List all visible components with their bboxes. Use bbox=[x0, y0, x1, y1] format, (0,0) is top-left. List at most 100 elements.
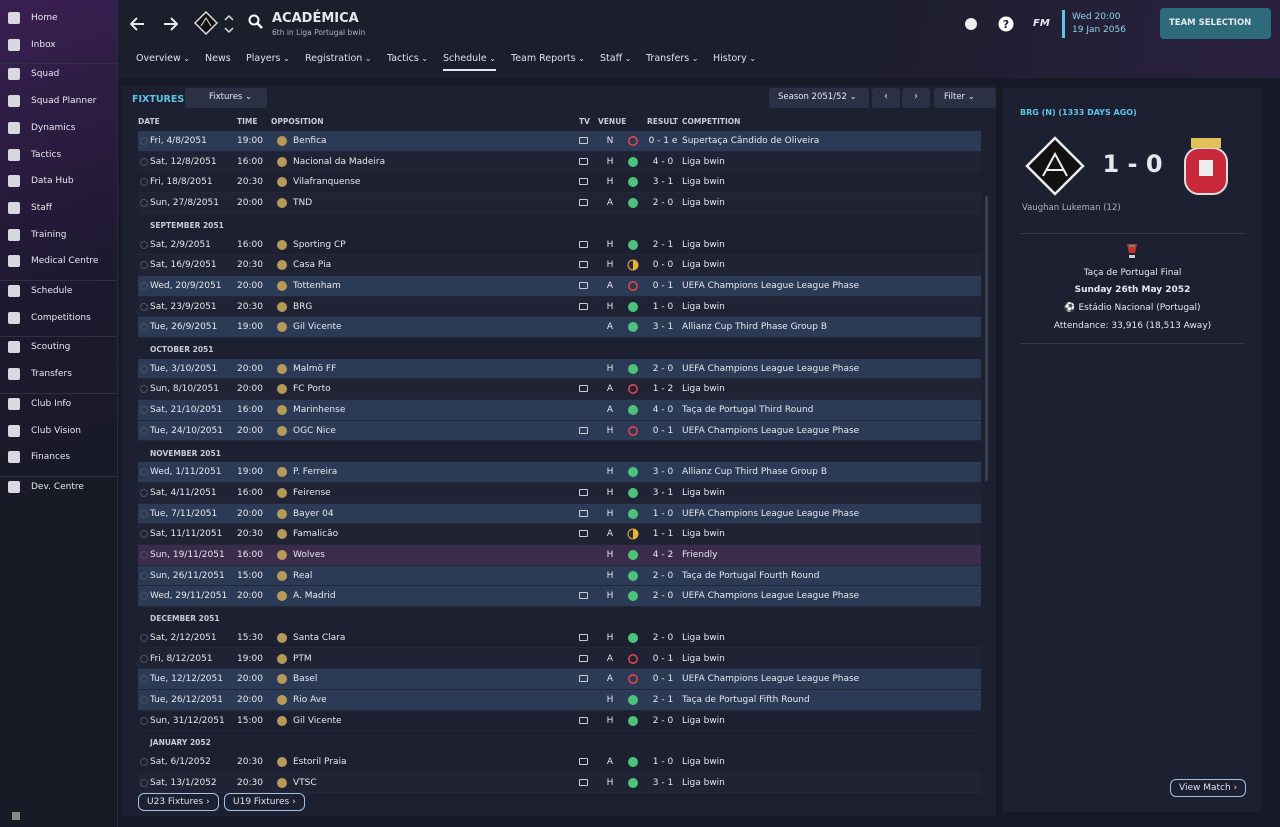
fixture-competition[interactable]: Liga bwin bbox=[682, 198, 725, 209]
fixture-opposition[interactable]: TND bbox=[293, 198, 313, 209]
fixture-result[interactable]: 2 - 1 bbox=[652, 239, 674, 250]
history-arrows[interactable] bbox=[130, 15, 178, 33]
fixture-result[interactable]: 0 - 0 bbox=[652, 260, 674, 271]
sidebar-item[interactable]: Club Info bbox=[8, 394, 71, 414]
fixture-competition[interactable]: Liga bwin bbox=[682, 757, 725, 767]
fixture-result[interactable]: 4 - 0 bbox=[652, 156, 674, 167]
search-icon[interactable] bbox=[248, 14, 264, 30]
fixture-opposition[interactable]: FC Porto bbox=[293, 384, 331, 395]
sidebar-item[interactable]: Club Vision bbox=[8, 421, 81, 441]
fixture-opposition[interactable]: Gil Vicente bbox=[293, 715, 342, 726]
sidebar-item[interactable]: Tactics bbox=[8, 145, 61, 165]
column-header[interactable]: TV bbox=[579, 117, 590, 126]
sidebar-item[interactable]: Inbox bbox=[8, 35, 56, 55]
fixture-opposition[interactable]: Casa Pia bbox=[293, 260, 332, 271]
fixture-opposition[interactable]: A. Madrid bbox=[293, 591, 336, 602]
fixture-result[interactable]: 0 - 1 e bbox=[648, 136, 678, 146]
fixture-opposition[interactable]: Malmö FF bbox=[293, 363, 337, 374]
filter-dropdown[interactable]: Filter ⌄ bbox=[934, 88, 996, 108]
sidebar-item[interactable]: Competitions bbox=[8, 308, 91, 328]
fixture-row[interactable]: Sat, 13/1/2052 20:30 VTSC H 3 - 1 Liga bwin bbox=[138, 772, 981, 794]
column-header[interactable]: RESULT bbox=[647, 117, 679, 126]
fixture-result[interactable]: 1 - 0 bbox=[652, 508, 674, 519]
fixture-opposition[interactable]: Real bbox=[293, 570, 313, 581]
fm-logo[interactable]: FM bbox=[1033, 18, 1050, 29]
prev-button[interactable]: ‹ bbox=[872, 88, 900, 108]
fixture-competition[interactable]: UEFA Champions League League Phase bbox=[682, 508, 860, 519]
sidebar-item[interactable]: Squad Planner bbox=[8, 91, 96, 111]
fixture-result[interactable]: 0 - 1 bbox=[652, 425, 674, 436]
sidebar-item[interactable]: Data Hub bbox=[8, 171, 74, 191]
fixture-opposition[interactable]: Tottenham bbox=[293, 280, 341, 291]
fixture-competition[interactable]: Liga bwin bbox=[682, 715, 725, 726]
fixture-row[interactable]: Wed, 29/11/2051 20:00 A. Madrid H 2 - 0 UEFA … bbox=[138, 586, 981, 608]
fixture-row[interactable]: Sat, 12/8/2051 16:00 Nacional da Madeira H 4… bbox=[138, 151, 981, 173]
fixture-competition[interactable]: Taça de Portugal Third Round bbox=[682, 405, 814, 416]
fixture-competition[interactable]: Liga bwin bbox=[682, 301, 725, 312]
fixture-result[interactable]: 1 - 0 bbox=[652, 301, 674, 312]
fixture-competition[interactable]: Taça de Portugal Fourth Round bbox=[682, 570, 820, 581]
fixture-competition[interactable]: Allianz Cup Third Phase Group B bbox=[682, 467, 828, 478]
nav-tab[interactable]: Team Reports ⌄ bbox=[511, 53, 585, 64]
fixture-row[interactable]: Tue, 24/10/2051 20:00 OGC Nice H 0 - 1 UEFA C… bbox=[138, 420, 981, 442]
fixture-row[interactable]: Fri, 18/8/2051 20:30 Vilafranquense H 3 - 1 L… bbox=[138, 172, 981, 194]
column-header[interactable]: TIME bbox=[237, 117, 258, 126]
fixture-result[interactable]: 3 - 1 bbox=[652, 487, 674, 498]
season-dropdown[interactable]: Season 2051/52 ⌄ bbox=[769, 88, 869, 108]
sidebar-item[interactable]: Schedule bbox=[8, 281, 72, 301]
sidebar-item[interactable]: Transfers bbox=[8, 364, 72, 384]
fixture-row[interactable]: Tue, 3/10/2051 20:00 Malmö FF H 2 - 0 UEFA Ch… bbox=[138, 358, 981, 380]
fixture-result[interactable]: 0 - 1 bbox=[652, 653, 674, 664]
view-match-button[interactable]: View Match › bbox=[1170, 779, 1247, 797]
fixture-row[interactable]: Sat, 23/9/2051 20:30 BRG H 1 - 0 Liga bwin bbox=[138, 296, 981, 318]
fixture-result[interactable]: 3 - 1 bbox=[652, 322, 674, 333]
fixture-competition[interactable]: Friendly bbox=[682, 550, 718, 560]
column-header[interactable]: OPPOSITION bbox=[271, 117, 324, 126]
fixture-competition[interactable]: UEFA Champions League League Phase bbox=[682, 591, 860, 602]
nav-tab[interactable]: News bbox=[205, 53, 231, 64]
fixture-row[interactable]: Sun, 8/10/2051 20:00 FC Porto A 1 - 2 Liga bw… bbox=[138, 379, 981, 401]
fixture-row[interactable]: Sat, 2/12/2051 15:30 Santa Clara H 2 - 0 Liga… bbox=[138, 627, 981, 649]
fixture-result[interactable]: 0 - 1 bbox=[652, 674, 674, 685]
fixture-row[interactable]: Wed, 1/11/2051 19:00 P. Ferreira H 3 - 0 Alli… bbox=[138, 462, 981, 483]
fixture-competition[interactable]: Supertaça Cândido de Oliveira bbox=[682, 136, 820, 146]
fixture-row[interactable]: Sun, 19/11/2051 16:00 Wolves H 4 - 2 Friendly bbox=[138, 545, 981, 566]
fixture-opposition[interactable]: Feirense bbox=[293, 487, 331, 498]
fixture-result[interactable]: 1 - 1 bbox=[652, 529, 674, 540]
fixture-competition[interactable]: Liga bwin bbox=[682, 260, 725, 271]
fixture-row[interactable]: Wed, 20/9/2051 20:00 Tottenham A 0 - 1 UEFA C… bbox=[138, 275, 981, 297]
fixture-row[interactable]: Sun, 31/12/2051 15:00 Gil Vicente H 2 - 0 Lig… bbox=[138, 710, 981, 732]
fixture-competition[interactable]: Liga bwin bbox=[682, 632, 725, 643]
nav-tab[interactable]: Schedule ⌄ bbox=[443, 53, 496, 71]
fixture-row[interactable]: Sat, 4/11/2051 16:00 Feirense H 3 - 1 Liga bw… bbox=[138, 482, 981, 504]
fixture-opposition[interactable]: OGC Nice bbox=[293, 425, 336, 436]
fixture-result[interactable]: 1 - 2 bbox=[652, 384, 674, 395]
fixture-competition[interactable]: Liga bwin bbox=[682, 529, 725, 540]
fixture-competition[interactable]: Taça de Portugal Fifth Round bbox=[682, 694, 810, 705]
fixture-result[interactable]: 3 - 1 bbox=[652, 777, 674, 788]
sidebar-item[interactable]: Training bbox=[8, 225, 67, 245]
fixture-row[interactable]: Sat, 16/9/2051 20:30 Casa Pia H 0 - 0 Liga bw… bbox=[138, 255, 981, 276]
game-date[interactable]: 19 Jan 2056 bbox=[1072, 25, 1126, 35]
next-button[interactable]: › bbox=[902, 88, 930, 108]
fixture-competition[interactable]: UEFA Champions League League Phase bbox=[682, 674, 860, 685]
sidebar-item[interactable]: Staff bbox=[8, 198, 52, 218]
fixture-competition[interactable]: Liga bwin bbox=[682, 239, 725, 250]
fixture-result[interactable]: 2 - 0 bbox=[652, 715, 674, 726]
fixture-result[interactable]: 2 - 0 bbox=[652, 198, 674, 209]
fixture-opposition[interactable]: Marinhense bbox=[293, 405, 346, 416]
fixture-row[interactable]: Tue, 12/12/2051 20:00 Basel A 0 - 1 UEFA Cham… bbox=[138, 669, 981, 690]
fixture-competition[interactable]: UEFA Champions League League Phase bbox=[682, 425, 860, 436]
fixture-row[interactable]: Sat, 21/10/2051 16:00 Marinhense A 4 - 0 Taça… bbox=[138, 400, 981, 421]
fixture-opposition[interactable]: Basel bbox=[293, 674, 318, 685]
fixture-result[interactable]: 3 - 0 bbox=[652, 467, 674, 478]
sidebar-item[interactable]: Scouting bbox=[8, 337, 70, 357]
sidebar-collapse[interactable] bbox=[12, 812, 20, 820]
column-header[interactable]: VENUE bbox=[598, 117, 627, 126]
sub-fixtures-button[interactable]: U19 Fixtures › bbox=[224, 793, 305, 811]
fixture-competition[interactable]: Liga bwin bbox=[682, 177, 725, 188]
fixture-opposition[interactable]: Famalicão bbox=[293, 529, 339, 540]
fixture-row[interactable]: Tue, 26/12/2051 20:00 Rio Ave H 2 - 1 Taça de… bbox=[138, 689, 981, 711]
fixture-result[interactable]: 4 - 2 bbox=[652, 550, 674, 560]
sub-fixtures-button[interactable]: U23 Fixtures › bbox=[138, 793, 219, 811]
